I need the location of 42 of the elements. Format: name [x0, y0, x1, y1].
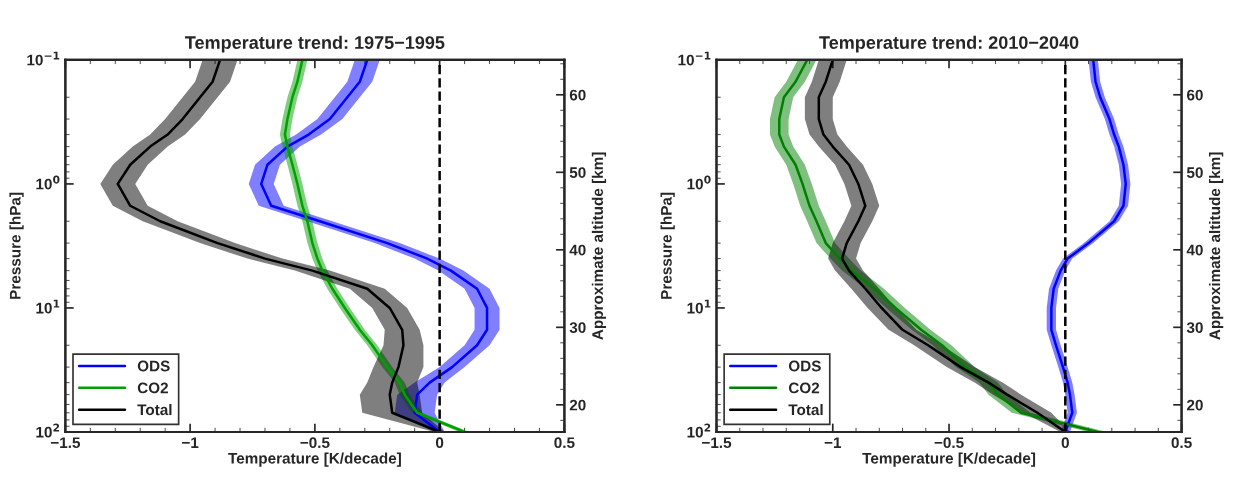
y2-tick-label: 50 — [1186, 167, 1203, 178]
x-axis-title: Temperature [K/decade] — [862, 452, 1036, 467]
legend-label: ODS — [788, 360, 821, 372]
chart-title: Temperature trend: 2010−2040 — [819, 35, 1079, 53]
y-tick-label: 10$^{1}$ — [36, 299, 60, 314]
legend-label: CO2 — [788, 382, 820, 394]
x-tick-label: −1 — [824, 437, 842, 448]
x-tick-label: −1.5 — [50, 437, 81, 449]
y2-tick-label: 20 — [1186, 399, 1203, 411]
legend-label: CO2 — [137, 382, 168, 394]
legend-label: Total — [137, 403, 172, 416]
chart-title: Temperature trend: 1975−1995 — [185, 35, 445, 53]
y2-axis-title: Approximate altitude [km] — [1208, 152, 1224, 340]
legend-label: ODS — [137, 360, 170, 372]
x-tick-label: −0.5 — [300, 437, 330, 449]
y-tick-label: 10$^{0}$ — [36, 175, 60, 190]
y-tick-label: 10$^{−1}$ — [678, 51, 711, 66]
y-axis-title: Pressure [hPa] — [9, 192, 24, 299]
x-tick-label: 0 — [1061, 437, 1069, 449]
y-tick-label: 10$^{1}$ — [687, 299, 711, 314]
y2-tick-label: 40 — [569, 244, 586, 256]
y-axis-title: Pressure [hPa] — [660, 192, 675, 299]
y2-axis-title: Approximate altitude [km] — [591, 152, 607, 340]
y2-tick-label: 20 — [569, 399, 586, 411]
y2-tick-label: 30 — [569, 322, 586, 334]
x-tick-label: 0.5 — [1171, 437, 1192, 449]
x-tick-label: −1.5 — [702, 437, 732, 449]
y2-tick-label: 50 — [569, 167, 586, 178]
y-tick-label: 10$^{−1}$ — [27, 51, 60, 66]
y-tick-label: 10$^{2}$ — [36, 423, 60, 438]
y2-tick-label: 30 — [1186, 322, 1203, 334]
y-tick-label: 10$^{2}$ — [687, 423, 711, 438]
x-tick-label: −0.5 — [934, 437, 964, 449]
y2-tick-label: 40 — [1186, 244, 1203, 256]
x-tick-label: −1 — [182, 437, 199, 448]
legend-label: Total — [788, 403, 823, 416]
x-tick-label: 0 — [435, 437, 444, 449]
y2-tick-label: 60 — [1187, 89, 1203, 101]
x-tick-label: 0.5 — [554, 437, 575, 449]
x-axis-title: Temperature [K/decade] — [228, 452, 401, 467]
y-tick-label: 10$^{0}$ — [687, 175, 711, 190]
y2-tick-label: 60 — [569, 89, 586, 101]
